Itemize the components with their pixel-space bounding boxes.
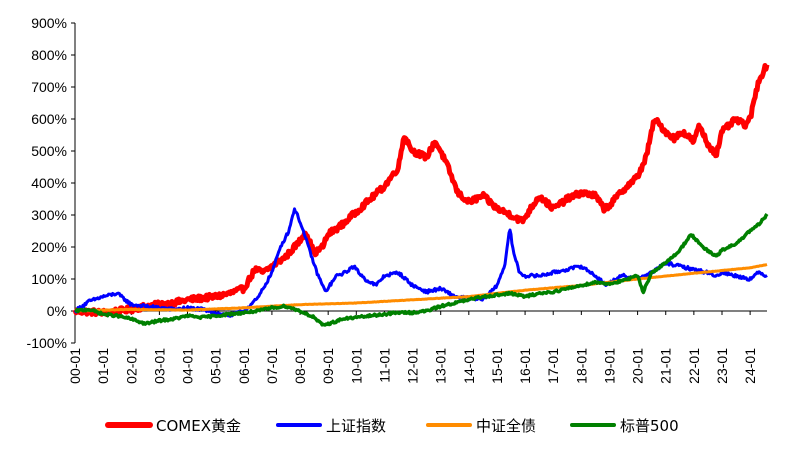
legend-label-0: COMEX黄金 (156, 417, 241, 435)
x-tick-label: 20-01 (630, 348, 646, 384)
y-tick-label: 900% (31, 15, 67, 31)
legend-label-2: 中证全债 (476, 417, 536, 435)
y-tick-label: 100% (31, 271, 67, 287)
legend-label-1: 上证指数 (326, 417, 386, 435)
y-tick-label: 800% (31, 47, 67, 63)
x-tick-label: 02-01 (123, 348, 139, 384)
y-tick-label: 700% (31, 79, 67, 95)
y-tick-label: -100% (27, 335, 67, 351)
legend-label-3: 标普500 (620, 417, 679, 435)
x-tick-label: 10-01 (348, 348, 364, 384)
x-tick-label: 09-01 (320, 348, 336, 384)
x-tick-label: 15-01 (489, 348, 505, 384)
x-tick-label: 21-01 (658, 348, 674, 384)
y-tick-label: 500% (31, 143, 67, 159)
x-tick-label: 06-01 (236, 348, 252, 384)
x-tick-label: 00-01 (67, 348, 83, 384)
x-tick-label: 18-01 (573, 348, 589, 384)
x-tick-label: 24-01 (742, 348, 758, 384)
x-tick-label: 05-01 (208, 348, 224, 384)
x-tick-label: 14-01 (461, 348, 477, 384)
series-line-0 (72, 63, 770, 318)
x-tick-label: 12-01 (405, 348, 421, 384)
y-tick-label: 400% (31, 175, 67, 191)
x-tick-label: 11-01 (376, 348, 392, 383)
series-line-3 (74, 212, 769, 327)
x-tick-label: 23-01 (714, 348, 730, 384)
x-tick-label: 07-01 (264, 348, 280, 384)
series-layer (72, 63, 770, 327)
x-tick-label: 16-01 (517, 348, 533, 384)
y-tick-label: 200% (31, 239, 67, 255)
x-tick-label: 17-01 (545, 348, 561, 384)
y-tick-label: 300% (31, 207, 67, 223)
legend: COMEX黄金 上证指数 中证全债 标普500 (105, 417, 679, 435)
series-line-2 (74, 263, 768, 313)
axes-layer: -100% 0% 100% 200% 300% 400% 500% 600% 700% 800% 9… (27, 15, 767, 384)
x-tick-label: 01-01 (95, 348, 111, 384)
x-tick-label: 13-01 (433, 348, 449, 384)
x-tick-label: 19-01 (601, 348, 617, 384)
x-tick-label: 22-01 (686, 348, 702, 384)
x-tick-label: 08-01 (292, 348, 308, 384)
x-tick-label: 03-01 (151, 348, 167, 384)
y-tick-label: 600% (31, 111, 67, 127)
y-tick-label: 0% (47, 303, 67, 319)
x-tick-label: 04-01 (180, 348, 196, 384)
